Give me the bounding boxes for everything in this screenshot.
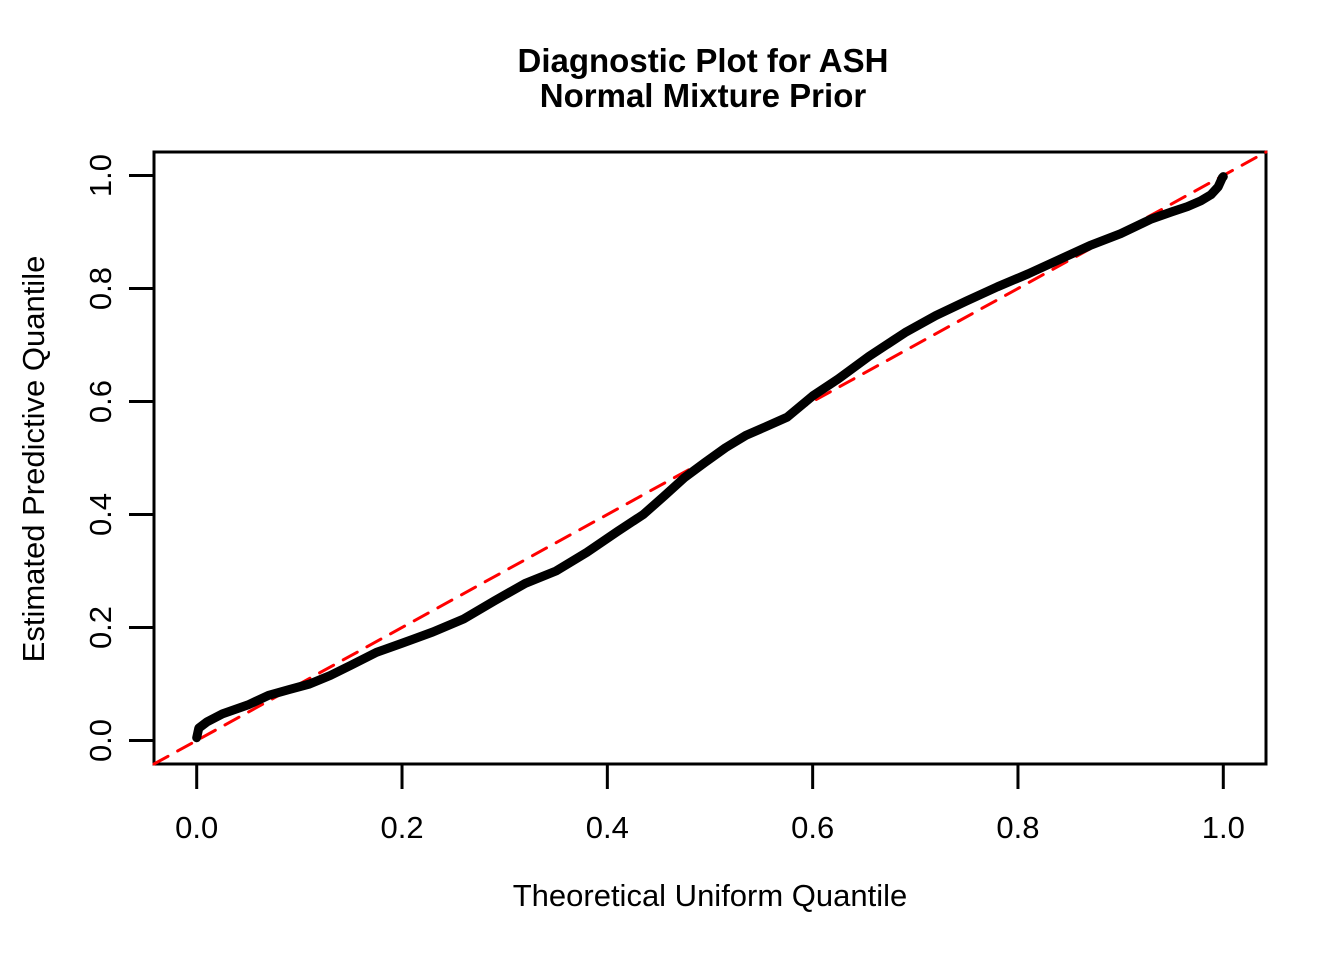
x-tick-label: 0.6 bbox=[791, 810, 834, 845]
y-tick-label: 1.0 bbox=[83, 154, 118, 197]
y-tick-label: 0.6 bbox=[83, 380, 118, 423]
x-tick-label: 1.0 bbox=[1202, 810, 1245, 845]
y-axis-title: Estimated Predictive Quantile bbox=[16, 256, 51, 663]
y-tick-label: 0.0 bbox=[83, 719, 118, 762]
plot-title-line2: Normal Mixture Prior bbox=[540, 77, 867, 114]
plot-area: 0.0 0.2 0.4 0.6 0.8 1.0 0.0 0.2 0.4 0.6 0.8 1.0 bbox=[83, 150, 1268, 845]
y-tick-label: 0.4 bbox=[83, 493, 118, 536]
x-tick-label: 0.8 bbox=[996, 810, 1039, 845]
plot-frame bbox=[152, 150, 1268, 766]
plot-title-line1: Diagnostic Plot for ASH bbox=[518, 42, 889, 79]
y-tick-label: 0.2 bbox=[83, 606, 118, 649]
estimated-predictive-quantiles bbox=[192, 172, 1228, 743]
x-axis-title: Theoretical Uniform Quantile bbox=[513, 878, 908, 913]
x-tick-label: 0.2 bbox=[380, 810, 423, 845]
x-tick-label: 0.0 bbox=[175, 810, 218, 845]
x-tick-label: 0.4 bbox=[586, 810, 629, 845]
y-tick-label: 0.8 bbox=[83, 267, 118, 310]
